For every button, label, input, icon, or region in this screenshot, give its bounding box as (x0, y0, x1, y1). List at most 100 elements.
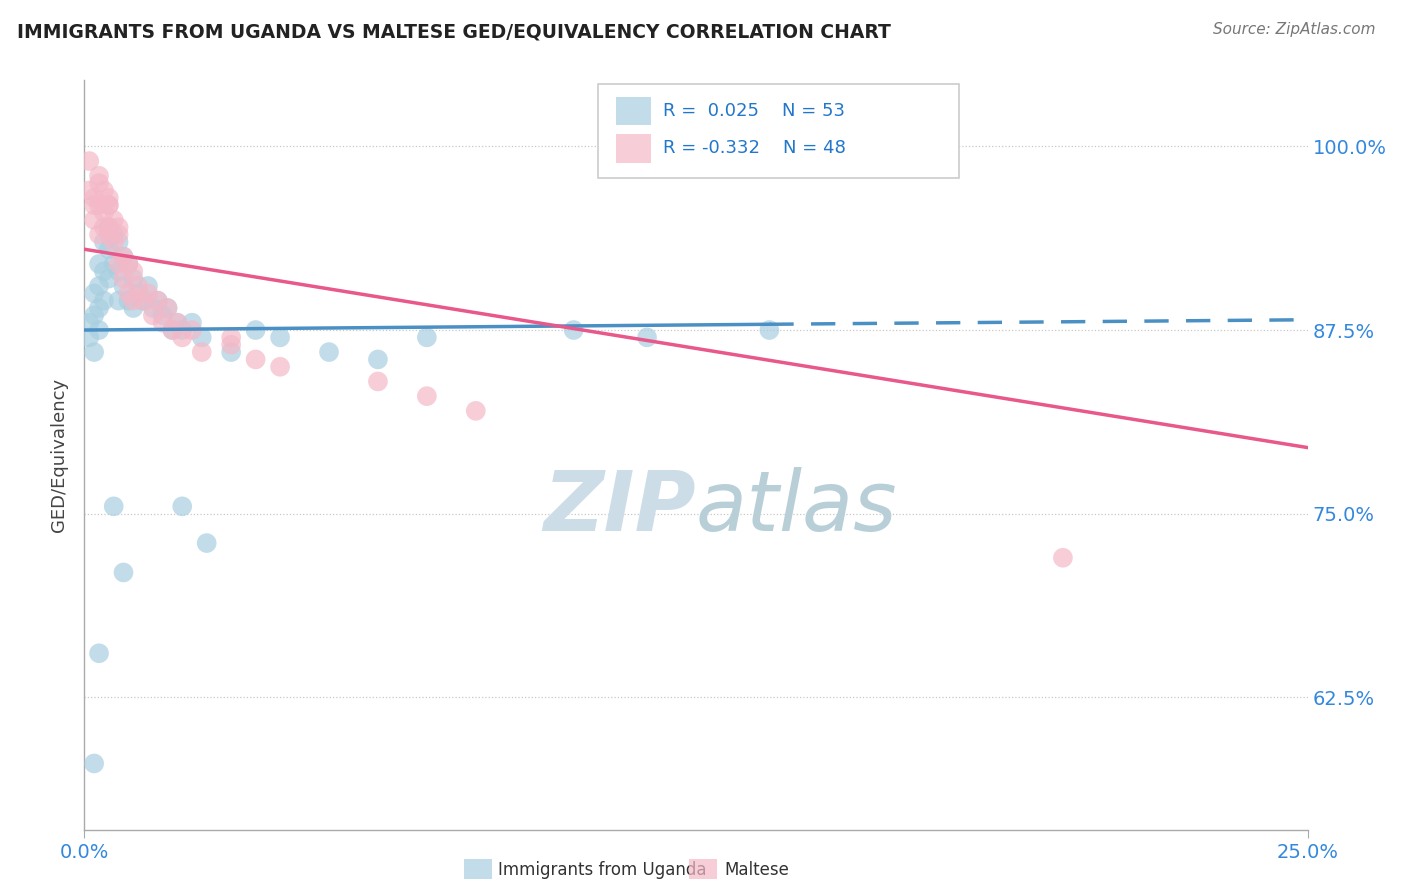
Point (83, 212, 105, 227)
Point (107, 264, 129, 278)
Point (87, 301, 110, 315)
Point (107, 235, 129, 249)
Point (93, 264, 115, 278)
Point (87, 323, 110, 337)
Point (83, 756, 105, 771)
Point (122, 264, 145, 278)
Point (122, 293, 145, 308)
Point (122, 271, 145, 285)
Point (97, 242, 120, 256)
Point (87, 279, 110, 293)
Point (156, 301, 179, 315)
Point (107, 293, 129, 308)
Text: Maltese: Maltese (724, 861, 789, 879)
Point (117, 257, 139, 271)
Point (112, 566, 135, 580)
Point (117, 286, 139, 301)
Point (142, 309, 165, 323)
Point (367, 375, 389, 389)
Point (112, 279, 135, 293)
Point (107, 227, 129, 242)
Point (127, 279, 149, 293)
Point (172, 330, 194, 344)
Point (367, 352, 389, 367)
Point (83, 345, 105, 359)
Point (93, 220, 115, 235)
Point (758, 323, 780, 337)
Text: Source: ZipAtlas.com: Source: ZipAtlas.com (1212, 22, 1375, 37)
Point (416, 389, 439, 403)
Point (83, 198, 105, 212)
Point (245, 352, 267, 367)
Point (162, 323, 184, 337)
Point (172, 500, 194, 514)
Point (191, 345, 214, 359)
Point (245, 323, 267, 337)
Point (87, 198, 110, 212)
Point (117, 257, 139, 271)
Point (636, 330, 658, 344)
Point (172, 323, 194, 337)
Point (107, 257, 129, 271)
Point (318, 345, 340, 359)
Point (464, 404, 486, 418)
Point (181, 316, 204, 330)
Point (97, 271, 120, 285)
Point (103, 257, 125, 271)
Point (152, 309, 174, 323)
Point (93, 205, 115, 219)
Point (219, 337, 242, 351)
Point (77, 316, 100, 330)
Text: ZIP: ZIP (543, 467, 696, 548)
Point (83, 309, 105, 323)
Point (83, 191, 105, 205)
Point (146, 293, 169, 308)
Point (195, 536, 218, 550)
Point (1052, 550, 1074, 565)
Point (103, 212, 125, 227)
Point (156, 301, 179, 315)
Point (117, 293, 139, 308)
Text: atlas: atlas (696, 467, 897, 548)
Point (112, 250, 135, 264)
Text: R = -0.332    N = 48: R = -0.332 N = 48 (664, 139, 846, 158)
Point (93, 235, 115, 249)
Text: R =  0.025    N = 53: R = 0.025 N = 53 (664, 102, 845, 120)
Point (142, 301, 165, 315)
Point (103, 500, 125, 514)
Point (136, 286, 159, 301)
Point (146, 293, 169, 308)
Point (87, 169, 110, 183)
Point (132, 293, 155, 308)
Point (152, 316, 174, 330)
Text: IMMIGRANTS FROM UGANDA VS MALTESE GED/EQUIVALENCY CORRELATION CHART: IMMIGRANTS FROM UGANDA VS MALTESE GED/EQ… (17, 22, 891, 41)
Point (219, 345, 242, 359)
Point (77, 184, 100, 198)
Point (107, 220, 129, 235)
Point (103, 227, 125, 242)
Point (191, 330, 214, 344)
Point (97, 220, 120, 235)
Point (112, 271, 135, 285)
Point (103, 235, 125, 249)
Point (166, 316, 188, 330)
Point (77, 154, 100, 169)
Bar (616, 134, 651, 162)
Text: Immigrants from Uganda: Immigrants from Uganda (498, 861, 706, 879)
Point (97, 198, 120, 212)
Point (166, 316, 188, 330)
Point (562, 323, 585, 337)
Point (87, 176, 110, 190)
Point (77, 330, 100, 344)
Point (181, 323, 204, 337)
Point (87, 227, 110, 242)
Bar (616, 96, 651, 125)
Point (83, 286, 105, 301)
Point (87, 257, 110, 271)
Point (97, 191, 120, 205)
Point (136, 279, 159, 293)
FancyBboxPatch shape (598, 84, 959, 178)
Point (162, 323, 184, 337)
Point (132, 293, 155, 308)
Point (93, 293, 115, 308)
